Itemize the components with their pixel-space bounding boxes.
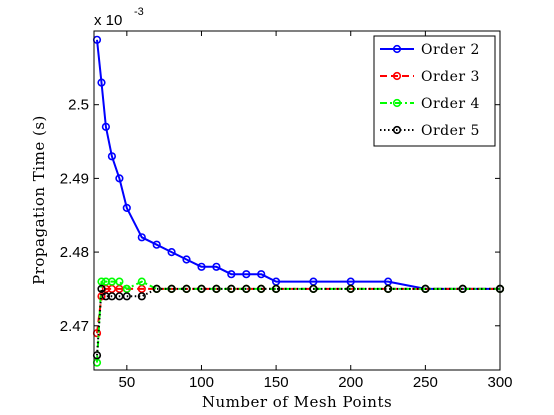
legend-label: Order 3: [421, 69, 480, 85]
data-point: [115, 174, 124, 183]
y-multiplier-exponent: -3: [134, 6, 144, 18]
legend-item-order-2: Order 2: [380, 42, 480, 58]
data-point: [182, 255, 191, 264]
x-tick-label: 150: [264, 374, 289, 391]
y-tick-label: 2.49: [60, 170, 89, 187]
data-point: [346, 284, 355, 294]
x-tick-label: 100: [189, 374, 214, 391]
data-point: [227, 284, 236, 294]
data-point: [101, 122, 110, 131]
x-tick-label: 50: [118, 374, 135, 391]
series-line-order-2: [96, 39, 500, 290]
data-point: [122, 203, 131, 212]
legend-swatch-marker: [392, 71, 402, 81]
data-point: [97, 78, 106, 87]
data-point: [137, 277, 146, 286]
data-point: [182, 284, 191, 294]
x-tick-label: 200: [338, 374, 363, 391]
legend: Order 2 Order 3 Order 4 Order 5: [373, 35, 496, 147]
data-point: [107, 292, 116, 301]
legend-label: Order 2: [421, 42, 480, 58]
legend-swatch-marker: [392, 44, 402, 54]
data-point: [97, 284, 106, 294]
legend-swatch-marker: [392, 98, 402, 108]
data-point: [384, 284, 393, 294]
data-point: [107, 152, 116, 161]
data-point: [167, 248, 176, 257]
legend-label: Order 5: [421, 123, 480, 139]
data-point: [242, 284, 251, 294]
data-point: [212, 262, 221, 271]
y-axis-title: Propagation Time (s): [30, 115, 48, 285]
data-point: [122, 292, 131, 301]
data-point: [242, 270, 251, 279]
data-point: [227, 270, 236, 279]
data-point: [152, 240, 161, 249]
y-tick-label: 2.47: [60, 318, 89, 335]
data-point: [115, 277, 124, 286]
legend-items: Order 2 Order 3 Order 4 Order 5: [380, 42, 480, 139]
x-tick-label: 300: [487, 374, 512, 391]
x-axis: 50 100 150 200 250 300: [118, 31, 513, 391]
y-multiplier-base: x 10: [94, 12, 122, 29]
y-tick-label: 2.48: [60, 244, 89, 261]
x-tick-label: 250: [413, 374, 438, 391]
data-point: [107, 277, 116, 286]
plot-frame: [93, 30, 501, 371]
series-order-2: [92, 35, 505, 294]
data-point: [309, 284, 318, 294]
data-point: [115, 292, 124, 301]
data-point: [257, 270, 266, 279]
data-point: [272, 284, 281, 294]
legend-label: Order 4: [421, 96, 480, 112]
data-point: [137, 233, 146, 242]
data-point: [212, 284, 221, 294]
legend-item-order-3: Order 3: [380, 69, 480, 85]
x-axis-title: Number of Mesh Points: [202, 393, 392, 411]
data-point: [137, 292, 146, 301]
legend-swatch-marker: [392, 125, 402, 135]
data-point: [458, 284, 467, 294]
data-point: [152, 284, 161, 294]
legend-item-order-5: Order 5: [380, 123, 480, 139]
data-point: [197, 262, 206, 271]
data-point: [167, 284, 176, 294]
data-point: [197, 284, 206, 294]
y-tick-label: 2.5: [68, 97, 89, 114]
legend-item-order-4: Order 4: [380, 96, 480, 112]
data-point: [421, 284, 430, 294]
y-axis: 2.47 2.48 2.49 2.5: [60, 97, 500, 335]
data-point: [257, 284, 266, 294]
